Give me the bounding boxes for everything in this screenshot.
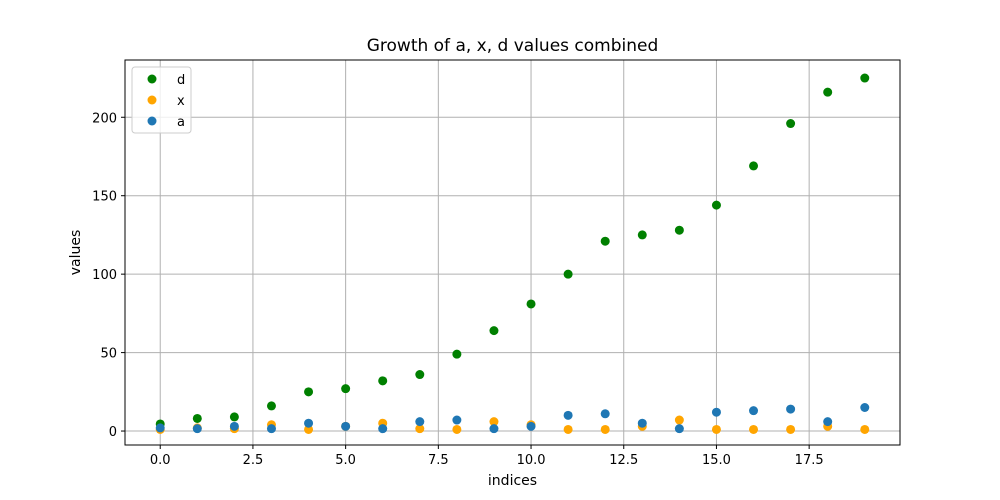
- point-d: [489, 326, 499, 336]
- point-a: [229, 421, 239, 431]
- point-d: [452, 349, 462, 359]
- point-x: [415, 424, 425, 434]
- series-a: [155, 403, 870, 434]
- point-x: [674, 415, 684, 425]
- legend-marker: [147, 95, 157, 105]
- point-a: [823, 417, 833, 427]
- y-tick-label: 100: [92, 268, 117, 283]
- x-tick-label: 10.0: [517, 453, 546, 468]
- point-a: [711, 407, 721, 417]
- grid-lines: [125, 60, 900, 445]
- point-a: [489, 424, 499, 434]
- x-tick-label: 0.0: [150, 453, 171, 468]
- point-d: [192, 413, 202, 423]
- point-a: [155, 423, 165, 433]
- point-a: [341, 421, 351, 431]
- point-d: [266, 401, 276, 411]
- point-a: [266, 424, 276, 434]
- x-tick-label: 17.5: [795, 453, 824, 468]
- point-d: [341, 384, 351, 394]
- point-x: [860, 424, 870, 434]
- point-x: [600, 424, 610, 434]
- point-x: [452, 424, 462, 434]
- legend-label: a: [177, 115, 185, 130]
- legend-marker: [147, 116, 157, 126]
- point-d: [378, 376, 388, 386]
- legend-box: [131, 66, 192, 134]
- y-tick-label: 150: [92, 190, 117, 205]
- point-x: [304, 424, 314, 434]
- point-a: [378, 424, 388, 434]
- legend-label: d: [177, 73, 185, 88]
- point-d: [637, 230, 647, 240]
- point-d: [711, 200, 721, 210]
- legend-label: x: [177, 94, 185, 109]
- point-a: [415, 417, 425, 427]
- point-d: [563, 269, 573, 279]
- point-a: [674, 424, 684, 434]
- point-d: [600, 236, 610, 246]
- point-a: [563, 410, 573, 420]
- point-d: [526, 299, 536, 309]
- y-tick-label: 0: [109, 425, 117, 440]
- point-d: [786, 119, 796, 129]
- x-tick-label: 15.0: [702, 453, 731, 468]
- point-a: [192, 424, 202, 434]
- point-d: [304, 387, 314, 397]
- axis-ticks: 0.0 2.5 5.0 7.5 10.0 12.5 15.0 17.5 0 50 100 150 200: [92, 111, 823, 468]
- x-tick-label: 2.5: [243, 453, 264, 468]
- point-d: [229, 412, 239, 422]
- x-tick-label: 5.0: [335, 453, 356, 468]
- y-tick-label: 50: [100, 347, 117, 362]
- y-tick-label: 200: [92, 111, 117, 126]
- y-axis-label: values: [68, 230, 84, 276]
- point-a: [526, 421, 536, 431]
- point-d: [860, 73, 870, 83]
- legend-item-x: x: [147, 94, 185, 109]
- x-tick-label: 7.5: [428, 453, 449, 468]
- point-x: [489, 417, 499, 427]
- x-tick-label: 12.5: [609, 453, 638, 468]
- legend-item-d: d: [147, 73, 185, 88]
- legend: dxa: [131, 66, 192, 134]
- legend-item-a: a: [147, 115, 185, 130]
- point-x: [786, 424, 796, 434]
- chart-title: Growth of a, x, d values combined: [367, 36, 659, 56]
- point-x: [563, 424, 573, 434]
- point-a: [304, 418, 314, 428]
- point-a: [860, 403, 870, 413]
- point-d: [823, 87, 833, 97]
- point-x: [711, 424, 721, 434]
- point-d: [674, 225, 684, 235]
- legend-marker: [147, 74, 157, 84]
- point-d: [749, 161, 759, 171]
- point-a: [637, 418, 647, 428]
- point-d: [415, 370, 425, 380]
- data-points: [155, 73, 870, 434]
- point-a: [452, 415, 462, 425]
- point-a: [600, 409, 610, 419]
- x-axis-label: indices: [488, 473, 537, 489]
- point-a: [749, 406, 759, 416]
- point-a: [786, 404, 796, 414]
- point-x: [749, 424, 759, 434]
- plot-frame: [124, 59, 901, 446]
